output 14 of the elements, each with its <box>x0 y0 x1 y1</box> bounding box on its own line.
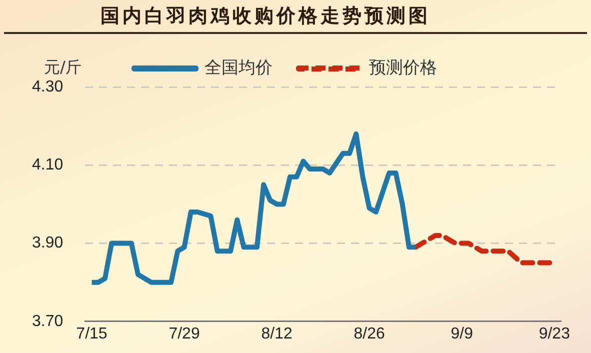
y-tick-label: 4.10 <box>32 156 64 174</box>
legend-label: 全国均价 <box>204 58 272 78</box>
y-tick-label: 3.70 <box>32 312 64 330</box>
x-tick-label: 9/9 <box>450 325 474 342</box>
x-tick-label: 7/15 <box>76 325 108 342</box>
legend-label: 预测价格 <box>369 58 437 78</box>
x-tick-label: 8/12 <box>261 325 292 342</box>
x-tick-label: 9/23 <box>538 325 570 342</box>
y-tick-label: 3.90 <box>32 234 64 252</box>
y-axis-title: 元/斤 <box>44 58 82 77</box>
x-tick-label: 8/26 <box>354 325 386 342</box>
chart-title: 国内白羽肉鸡收购价格走势预测图 <box>4 0 587 34</box>
x-tick-label: 7/29 <box>168 325 200 342</box>
y-tick-label: 4.30 <box>32 78 64 96</box>
